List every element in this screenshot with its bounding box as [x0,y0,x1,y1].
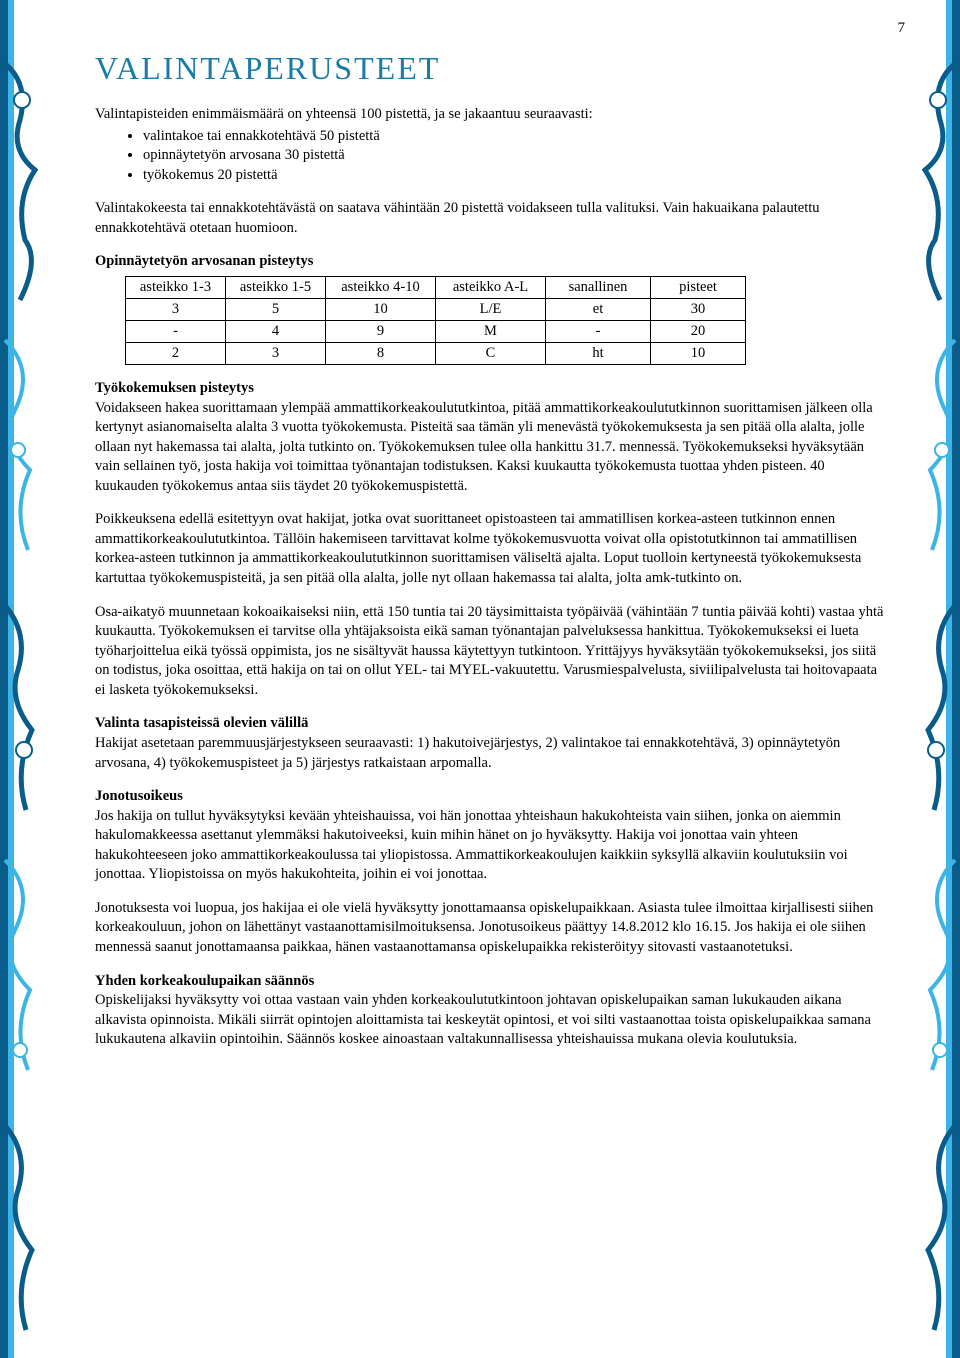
paragraph: Voidakseen hakea suorittamaan ylempää am… [95,399,885,497]
table-cell: 10 [651,342,746,364]
table-cell: 3 [126,298,226,320]
section-heading: Jonotusoikeus [95,787,885,807]
main-content: VALINTAPERUSTEET Valintapisteiden enimmä… [95,50,885,1064]
table-cell: 10 [326,298,436,320]
list-item: valintakoe tai ennakkotehtävä 50 pistett… [143,127,885,147]
table-cell: L/E [436,298,546,320]
decorative-border-left [0,0,40,1358]
table-cell: - [546,320,651,342]
table-header-row: asteikko 1-3 asteikko 1-5 asteikko 4-10 … [126,276,746,298]
paragraph: Valintakokeesta tai ennakkotehtävästä on… [95,199,885,238]
table-cell: 4 [226,320,326,342]
paragraph: Opiskelijaksi hyväksytty voi ottaa vasta… [95,991,885,1050]
paragraph: Jonotuksesta voi luopua, jos hakijaa ei … [95,899,885,958]
table-cell: 9 [326,320,436,342]
table-cell: 20 [651,320,746,342]
table-cell: 30 [651,298,746,320]
table-header: asteikko A-L [436,276,546,298]
page-title: VALINTAPERUSTEET [95,50,885,87]
grading-table: asteikko 1-3 asteikko 1-5 asteikko 4-10 … [125,276,746,365]
table-header: asteikko 1-5 [226,276,326,298]
paragraph: Poikkeuksena edellä esitettyyn ovat haki… [95,510,885,588]
intro-text: Valintapisteiden enimmäismäärä on yhteen… [95,105,885,125]
table-cell: C [436,342,546,364]
table-cell: 8 [326,342,436,364]
section-heading: Työkokemuksen pisteytys [95,379,885,399]
table-header: pisteet [651,276,746,298]
decorative-border-right [920,0,960,1358]
table-heading: Opinnäytetyön arvosanan pisteytys [95,252,885,272]
table-header: asteikko 1-3 [126,276,226,298]
paragraph: Hakijat asetetaan paremmuusjärjestykseen… [95,734,885,773]
table-header: asteikko 4-10 [326,276,436,298]
table-cell: ht [546,342,651,364]
section-heading: Valinta tasapisteissä olevien välillä [95,714,885,734]
table-cell: 5 [226,298,326,320]
page-number: 7 [898,20,906,37]
table-cell: M [436,320,546,342]
table-cell: 2 [126,342,226,364]
table-cell: et [546,298,651,320]
section-heading: Yhden korkeakoulupaikan säännös [95,972,885,992]
table-row: 2 3 8 C ht 10 [126,342,746,364]
table-row: 3 5 10 L/E et 30 [126,298,746,320]
table-header: sanallinen [546,276,651,298]
bullet-list: valintakoe tai ennakkotehtävä 50 pistett… [143,127,885,186]
table-row: - 4 9 M - 20 [126,320,746,342]
list-item: opinnäytetyön arvosana 30 pistettä [143,146,885,166]
table-cell: 3 [226,342,326,364]
list-item: työkokemus 20 pistettä [143,166,885,186]
paragraph: Jos hakija on tullut hyväksytyksi kevään… [95,807,885,885]
table-cell: - [126,320,226,342]
paragraph: Osa-aikatyö muunnetaan kokoaikaiseksi ni… [95,603,885,701]
